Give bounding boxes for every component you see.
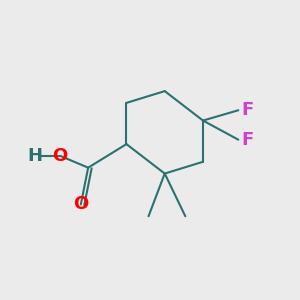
Text: F: F <box>241 101 254 119</box>
Text: O: O <box>73 196 88 214</box>
Text: H: H <box>28 147 43 165</box>
Text: O: O <box>52 147 68 165</box>
Text: F: F <box>241 131 254 149</box>
